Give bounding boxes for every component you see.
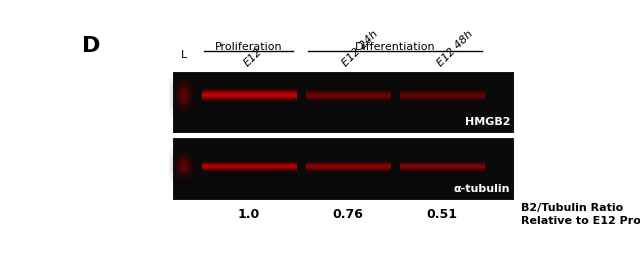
Bar	[172, 71, 514, 133]
Text: α-tubulin: α-tubulin	[454, 184, 510, 194]
Text: 0.76: 0.76	[332, 208, 364, 221]
Text: HMGB2: HMGB2	[465, 117, 510, 127]
Text: Differentiation: Differentiation	[355, 42, 435, 52]
Text: L: L	[181, 50, 188, 60]
Text: E12: E12	[241, 47, 264, 69]
Text: 0.51: 0.51	[427, 208, 458, 221]
Text: 1.0: 1.0	[237, 208, 260, 221]
Text: E12 24h: E12 24h	[340, 29, 380, 69]
Text: Proliferation: Proliferation	[215, 42, 282, 52]
Text: B2/Tubulin Ratio
Relative to E12 Prolif.: B2/Tubulin Ratio Relative to E12 Prolif.	[522, 203, 640, 225]
Bar	[172, 137, 514, 200]
Text: D: D	[83, 36, 101, 56]
Text: E12 48h: E12 48h	[435, 29, 475, 69]
